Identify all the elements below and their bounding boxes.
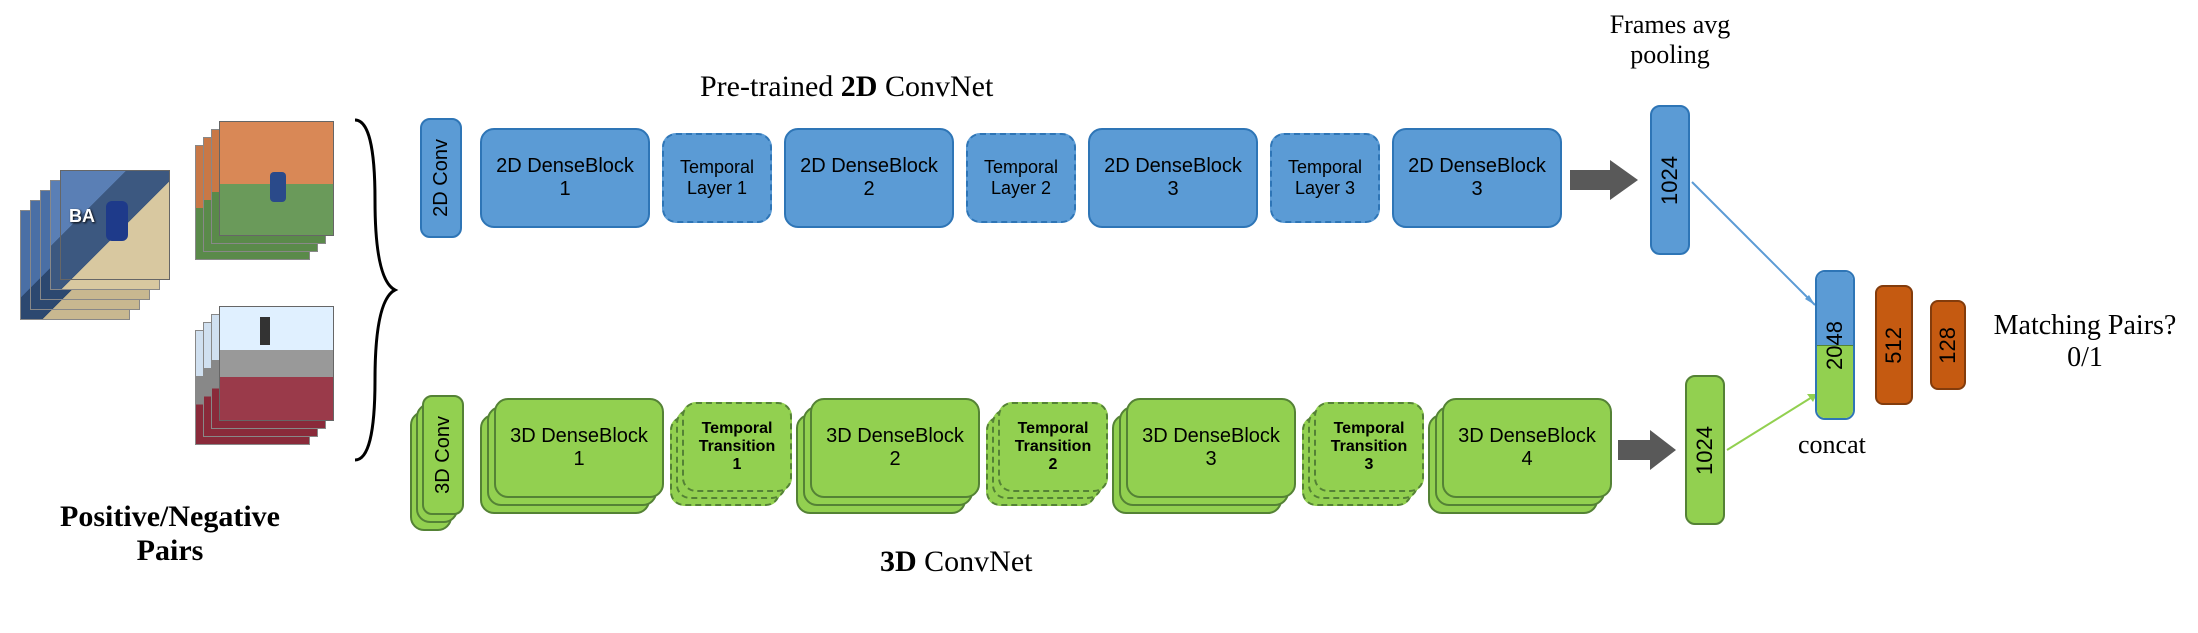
title-3d: 3D ConvNet [880, 545, 1033, 579]
frames-label: Frames avg pooling [1600, 10, 1740, 70]
input-stack-football: BA [20, 170, 170, 325]
block-3d-dense-2: 3D DenseBlock 2 [796, 398, 986, 518]
block-3d-dense-3: 3D DenseBlock 3 [1112, 398, 1302, 518]
block-3d-conv: 3D Conv [410, 395, 470, 535]
block-2d-conv: 2D Conv [420, 118, 462, 238]
title-2d: Pre-trained 2D ConvNet [700, 70, 993, 104]
block-3d-dense-1: 3D DenseBlock 1 [480, 398, 670, 518]
arrow-3d-icon [1618, 430, 1678, 470]
block-2d-temporal-1: Temporal Layer 1 [662, 133, 772, 223]
block-2d-temporal-2: Temporal Layer 2 [966, 133, 1076, 223]
block-2d-dense-3: 2D DenseBlock 3 [1088, 128, 1258, 228]
input-stack-street [195, 300, 345, 450]
block-2d-dense-2: 2D DenseBlock 2 [784, 128, 954, 228]
block-fc-512: 512 [1875, 285, 1913, 405]
block-3d-temporal-3: Temporal Transition 3 [1302, 402, 1432, 510]
block-3d-dense-4: 3D DenseBlock 4 [1428, 398, 1618, 518]
input-stack-tennis [195, 115, 345, 265]
block-2d-dense-1: 2D DenseBlock 1 [480, 128, 650, 228]
block-fc-128: 128 [1930, 300, 1966, 390]
brace-icon [340, 110, 400, 470]
block-concat: 2048 [1815, 270, 1855, 420]
block-2d-dense-4: 2D DenseBlock 3 [1392, 128, 1562, 228]
arrow-2d-icon [1570, 160, 1640, 200]
block-3d-temporal-1: Temporal Transition 1 [670, 402, 800, 510]
pairs-label: Positive/Negative Pairs [0, 500, 340, 568]
block-3d-temporal-2: Temporal Transition 2 [986, 402, 1116, 510]
block-3d-pool: 1024 [1685, 375, 1725, 525]
block-2d-temporal-3: Temporal Layer 3 [1270, 133, 1380, 223]
block-2d-pool: 1024 [1650, 105, 1690, 255]
concat-label: concat [1798, 430, 1866, 460]
line-2d-to-concat-icon [1690, 180, 1820, 310]
output-label: Matching Pairs? 0/1 [1980, 310, 2190, 374]
